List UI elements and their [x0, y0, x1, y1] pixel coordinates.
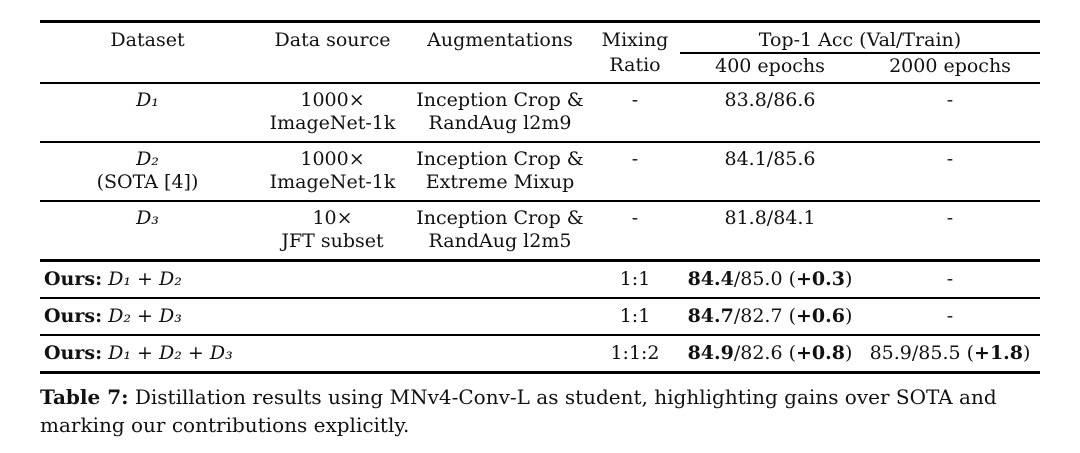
acc-2000-cell: - [860, 259, 1040, 298]
acc-plain: 85.9/85.5 ( [869, 342, 975, 364]
acc-400-cell: 81.8/84.1 [680, 200, 860, 261]
acc-paren: ) [845, 268, 853, 290]
augmentations-cell: Inception Crop & RandAug l2m9 [410, 83, 590, 142]
source-line1: 1000× [300, 148, 365, 170]
table-row-ours-3: Ours: D₁ + D₂ + D₃ 1:1:2 84.9/82.6 (+0.8… [40, 334, 1040, 373]
source-line2: JFT subset [281, 230, 384, 252]
acc-2000-cell: - [860, 297, 1040, 335]
dataset-cell: D₂ (SOTA [4]) [40, 141, 255, 201]
acc-400-cell: 84.9/82.6 (+0.8) [680, 334, 860, 373]
acc-bold: 84.7 [687, 305, 734, 327]
source-line2: ImageNet-1k [269, 171, 396, 193]
augmentations-cell: Inception Crop & Extreme Mixup [410, 141, 590, 201]
acc-paren: ) [1023, 342, 1031, 364]
table-body: D₁ 1000× ImageNet-1k Inception Crop & Rand… [40, 83, 1040, 373]
mixing-ratio-cell: - [631, 89, 639, 111]
acc-400-cell: 84.4/85.0 (+0.3) [680, 259, 860, 298]
source-line1: 10× [312, 207, 353, 229]
ours-label-bold: Ours: [44, 268, 103, 290]
acc-plain: /85.0 ( [733, 268, 797, 290]
aug-line1: Inception Crop & [416, 148, 584, 170]
acc-2000-cell: 85.9/85.5 (+1.8) [860, 334, 1040, 373]
table-row-ours-2: Ours: D₂ + D₃ 1:1 84.7/82.7 (+0.6) - [40, 297, 1040, 335]
acc-gain-bold: +0.8 [796, 342, 845, 364]
ours-label-cell: Ours: D₁ + D₂ [40, 259, 590, 298]
augmentations-cell: Inception Crop & RandAug l2m5 [410, 200, 590, 261]
table-caption: Table 7: Distillation results using MNv4… [40, 383, 1040, 439]
acc-gain-bold: +1.8 [974, 342, 1024, 364]
mixing-ratio-cell: 1:1 [590, 259, 680, 298]
acc-plain: /82.6 ( [733, 342, 797, 364]
header-augmentations: Augmentations [427, 29, 573, 51]
aug-line1: Inception Crop & [416, 207, 584, 229]
aug-line2: RandAug l2m9 [428, 112, 572, 134]
spacer-cell [410, 53, 590, 83]
header-dataset: Dataset [110, 29, 185, 51]
dataset-cell: D₃ [40, 200, 255, 261]
aug-line1: Inception Crop & [416, 89, 584, 111]
header-2000-epochs: 2000 epochs [889, 55, 1011, 77]
header-top1-acc: Top-1 Acc (Val/Train) [680, 21, 1040, 54]
aug-line2: Extreme Mixup [425, 171, 575, 193]
dataset-label: D₁ [136, 89, 159, 111]
acc-2000-cell: - [860, 141, 1040, 201]
acc-400-cell: 84.1/85.6 [680, 141, 860, 201]
aug-line2: RandAug l2m5 [428, 230, 572, 252]
header-mixing-line2: Ratio [609, 54, 661, 76]
mixing-ratio-cell: - [590, 200, 680, 261]
data-source-cell: 1000× ImageNet-1k [255, 83, 410, 142]
header-row-2: Ratio 400 epochs 2000 epochs [40, 53, 1040, 83]
ours-label-cell: Ours: D₂ + D₃ [40, 297, 590, 335]
dataset-sublabel: (SOTA [4]) [96, 171, 199, 193]
caption-text: Distillation results using MNv4-Conv-L a… [40, 385, 997, 437]
header-data-source: Data source [274, 29, 391, 51]
ours-label-bold: Ours: [44, 342, 103, 364]
data-source-cell: 10× JFT subset [255, 200, 410, 261]
mixing-ratio-cell: 1:1 [590, 297, 680, 335]
dataset-label: D₃ [136, 207, 159, 229]
acc-2000-cell: - [946, 89, 954, 111]
mixing-ratio-cell: - [590, 141, 680, 201]
table-row-ours-1: Ours: D₁ + D₂ 1:1 84.4/85.0 (+0.3) - [40, 259, 1040, 298]
ours-label-datasets: D₁ + D₂ [102, 268, 182, 290]
header-400-epochs: 400 epochs [715, 55, 825, 77]
table-row-d3: D₃ 10× JFT subset Inception Crop & RandAug… [40, 200, 1040, 261]
table-header: Dataset Data source Augmentations Mixing… [40, 21, 1040, 83]
mixing-ratio-cell: 1:1:2 [590, 334, 680, 373]
spacer-cell [255, 53, 410, 83]
caption-label: Table 7: [40, 385, 129, 409]
ours-label-datasets: D₁ + D₂ + D₃ [102, 342, 233, 364]
acc-400-cell: 83.8/86.6 [724, 89, 816, 111]
acc-2000-cell: - [860, 200, 1040, 261]
ours-label-cell: Ours: D₁ + D₂ + D₃ [40, 334, 590, 373]
paper-table-figure: Dataset Data source Augmentations Mixing… [40, 20, 1040, 439]
acc-paren: ) [845, 342, 853, 364]
acc-gain-bold: +0.6 [796, 305, 845, 327]
acc-paren: ) [845, 305, 853, 327]
data-source-cell: 1000× ImageNet-1k [255, 141, 410, 201]
acc-gain-bold: +0.3 [796, 268, 845, 290]
source-line1: 1000× [300, 89, 365, 111]
spacer-cell [40, 53, 255, 83]
acc-400-cell: 84.7/82.7 (+0.6) [680, 297, 860, 335]
source-line2: ImageNet-1k [269, 112, 396, 134]
acc-bold: 84.4 [687, 268, 734, 290]
header-mixing-line1: Mixing [601, 29, 669, 51]
ours-label-bold: Ours: [44, 305, 103, 327]
dataset-cell: D₁ [40, 83, 255, 142]
results-table: Dataset Data source Augmentations Mixing… [40, 20, 1040, 374]
acc-plain: /82.7 ( [733, 305, 797, 327]
header-row-1: Dataset Data source Augmentations Mixing… [40, 21, 1040, 54]
table-row-d1: D₁ 1000× ImageNet-1k Inception Crop & Rand… [40, 83, 1040, 142]
dataset-label: D₂ [136, 148, 159, 170]
acc-bold: 84.9 [687, 342, 734, 364]
ours-label-datasets: D₂ + D₃ [102, 305, 182, 327]
table-row-d2: D₂ (SOTA [4]) 1000× ImageNet-1k Inception … [40, 141, 1040, 201]
